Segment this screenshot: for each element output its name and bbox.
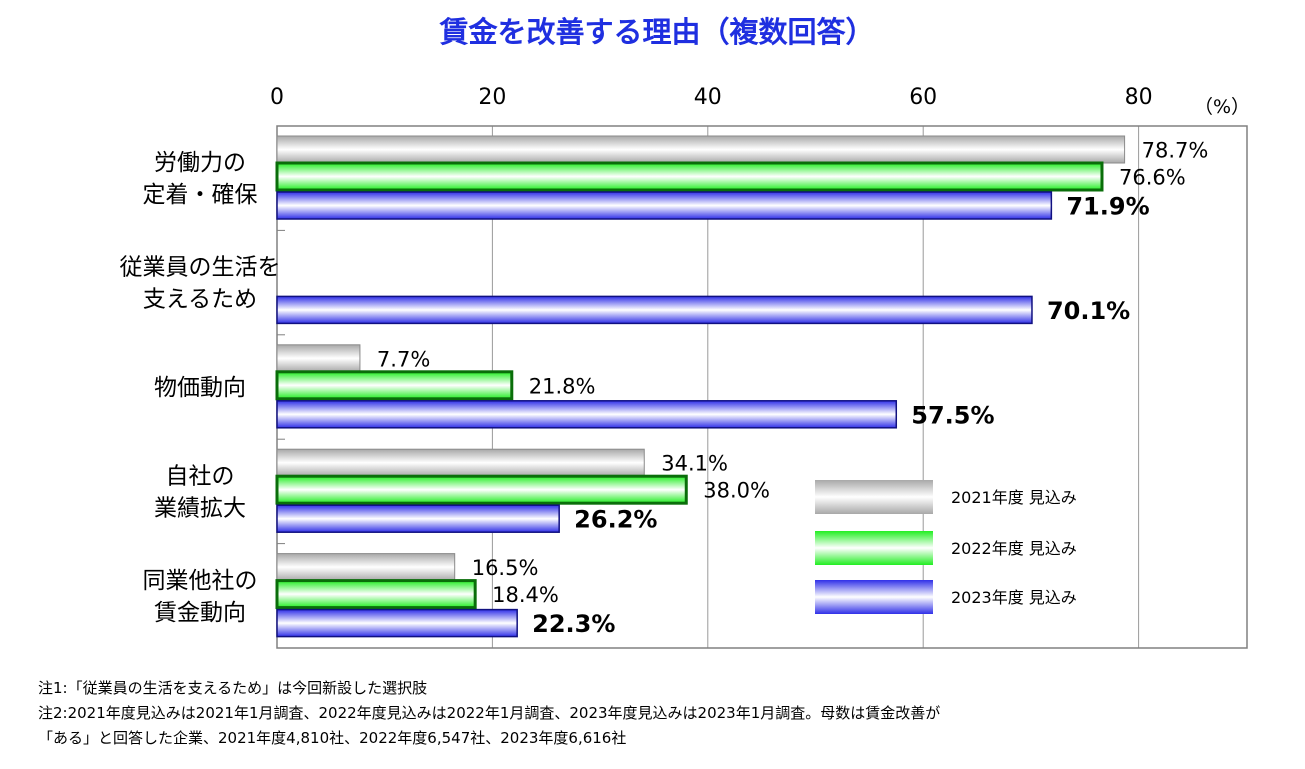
data-label: 70.1% — [1047, 297, 1130, 325]
bar — [276, 448, 645, 477]
category-label: 労働力の — [154, 150, 246, 176]
legend-label: 2023年度 見込み — [951, 588, 1077, 607]
legend-swatch — [815, 580, 933, 614]
x-tick-label: 80 — [1125, 85, 1153, 110]
x-tick-label: 20 — [478, 85, 506, 110]
category-label: 同業他社の — [143, 568, 258, 594]
chart-title: 賃金を改善する理由（複数回答） — [438, 15, 874, 49]
bar — [275, 370, 514, 401]
data-label: 71.9% — [1066, 193, 1149, 221]
category-label: 賃金動向 — [154, 600, 246, 626]
legend-label: 2022年度 見込み — [951, 539, 1077, 558]
bar — [275, 161, 1104, 192]
legend-label: 2021年度 見込み — [951, 488, 1077, 507]
bar — [276, 135, 1126, 164]
bar — [276, 400, 898, 429]
bar — [275, 474, 688, 505]
category-label: 自社の — [166, 463, 235, 489]
x-tick-label: 60 — [909, 85, 937, 110]
footnote-2: 注2:2021年度見込みは2021年1月調査、2022年度見込みは2022年1月… — [38, 704, 941, 722]
data-label: 16.5% — [472, 556, 539, 580]
bar — [276, 553, 456, 582]
data-label: 18.4% — [492, 583, 559, 607]
category-label: 従業員の生活を — [120, 255, 281, 281]
footnote-3: 「ある」と回答した企業、2021年度4,810社、2022年度6,547社、20… — [38, 729, 627, 747]
bar — [276, 191, 1053, 220]
bar-chart: 賃金を改善する理由（複数回答） （%） 0 20 40 60 80 労働力の定着・確保従… — [120, 15, 1250, 649]
category-label: 物価動向 — [154, 375, 246, 401]
bar — [275, 579, 477, 610]
legend-swatch — [815, 480, 933, 514]
bar — [276, 295, 1033, 325]
data-label: 7.7% — [377, 347, 430, 371]
x-tick-label: 0 — [270, 85, 284, 110]
category-label: 支えるため — [143, 287, 257, 313]
category-label: 業績拡大 — [154, 495, 246, 521]
data-label: 26.2% — [574, 506, 657, 534]
legend-swatch — [815, 531, 933, 565]
data-label: 34.1% — [661, 452, 728, 476]
bar — [276, 608, 518, 638]
data-label: 76.6% — [1119, 166, 1186, 190]
unit-label: （%） — [1194, 96, 1250, 118]
data-label: 38.0% — [703, 479, 770, 503]
footnotes: 注1:「従業員の生活を支えるため」は今回新設した選択肢 注2:2021年度見込み… — [38, 676, 1278, 751]
bar — [276, 504, 560, 533]
bar — [276, 344, 361, 373]
data-label: 57.5% — [911, 401, 994, 429]
data-label: 78.7% — [1142, 139, 1209, 163]
x-tick-label: 40 — [694, 85, 722, 110]
footnote-1: 注1:「従業員の生活を支えるため」は今回新設した選択肢 — [38, 679, 428, 697]
category-label: 定着・確保 — [143, 182, 258, 208]
data-label: 21.8% — [529, 374, 596, 398]
data-label: 22.3% — [532, 610, 615, 638]
